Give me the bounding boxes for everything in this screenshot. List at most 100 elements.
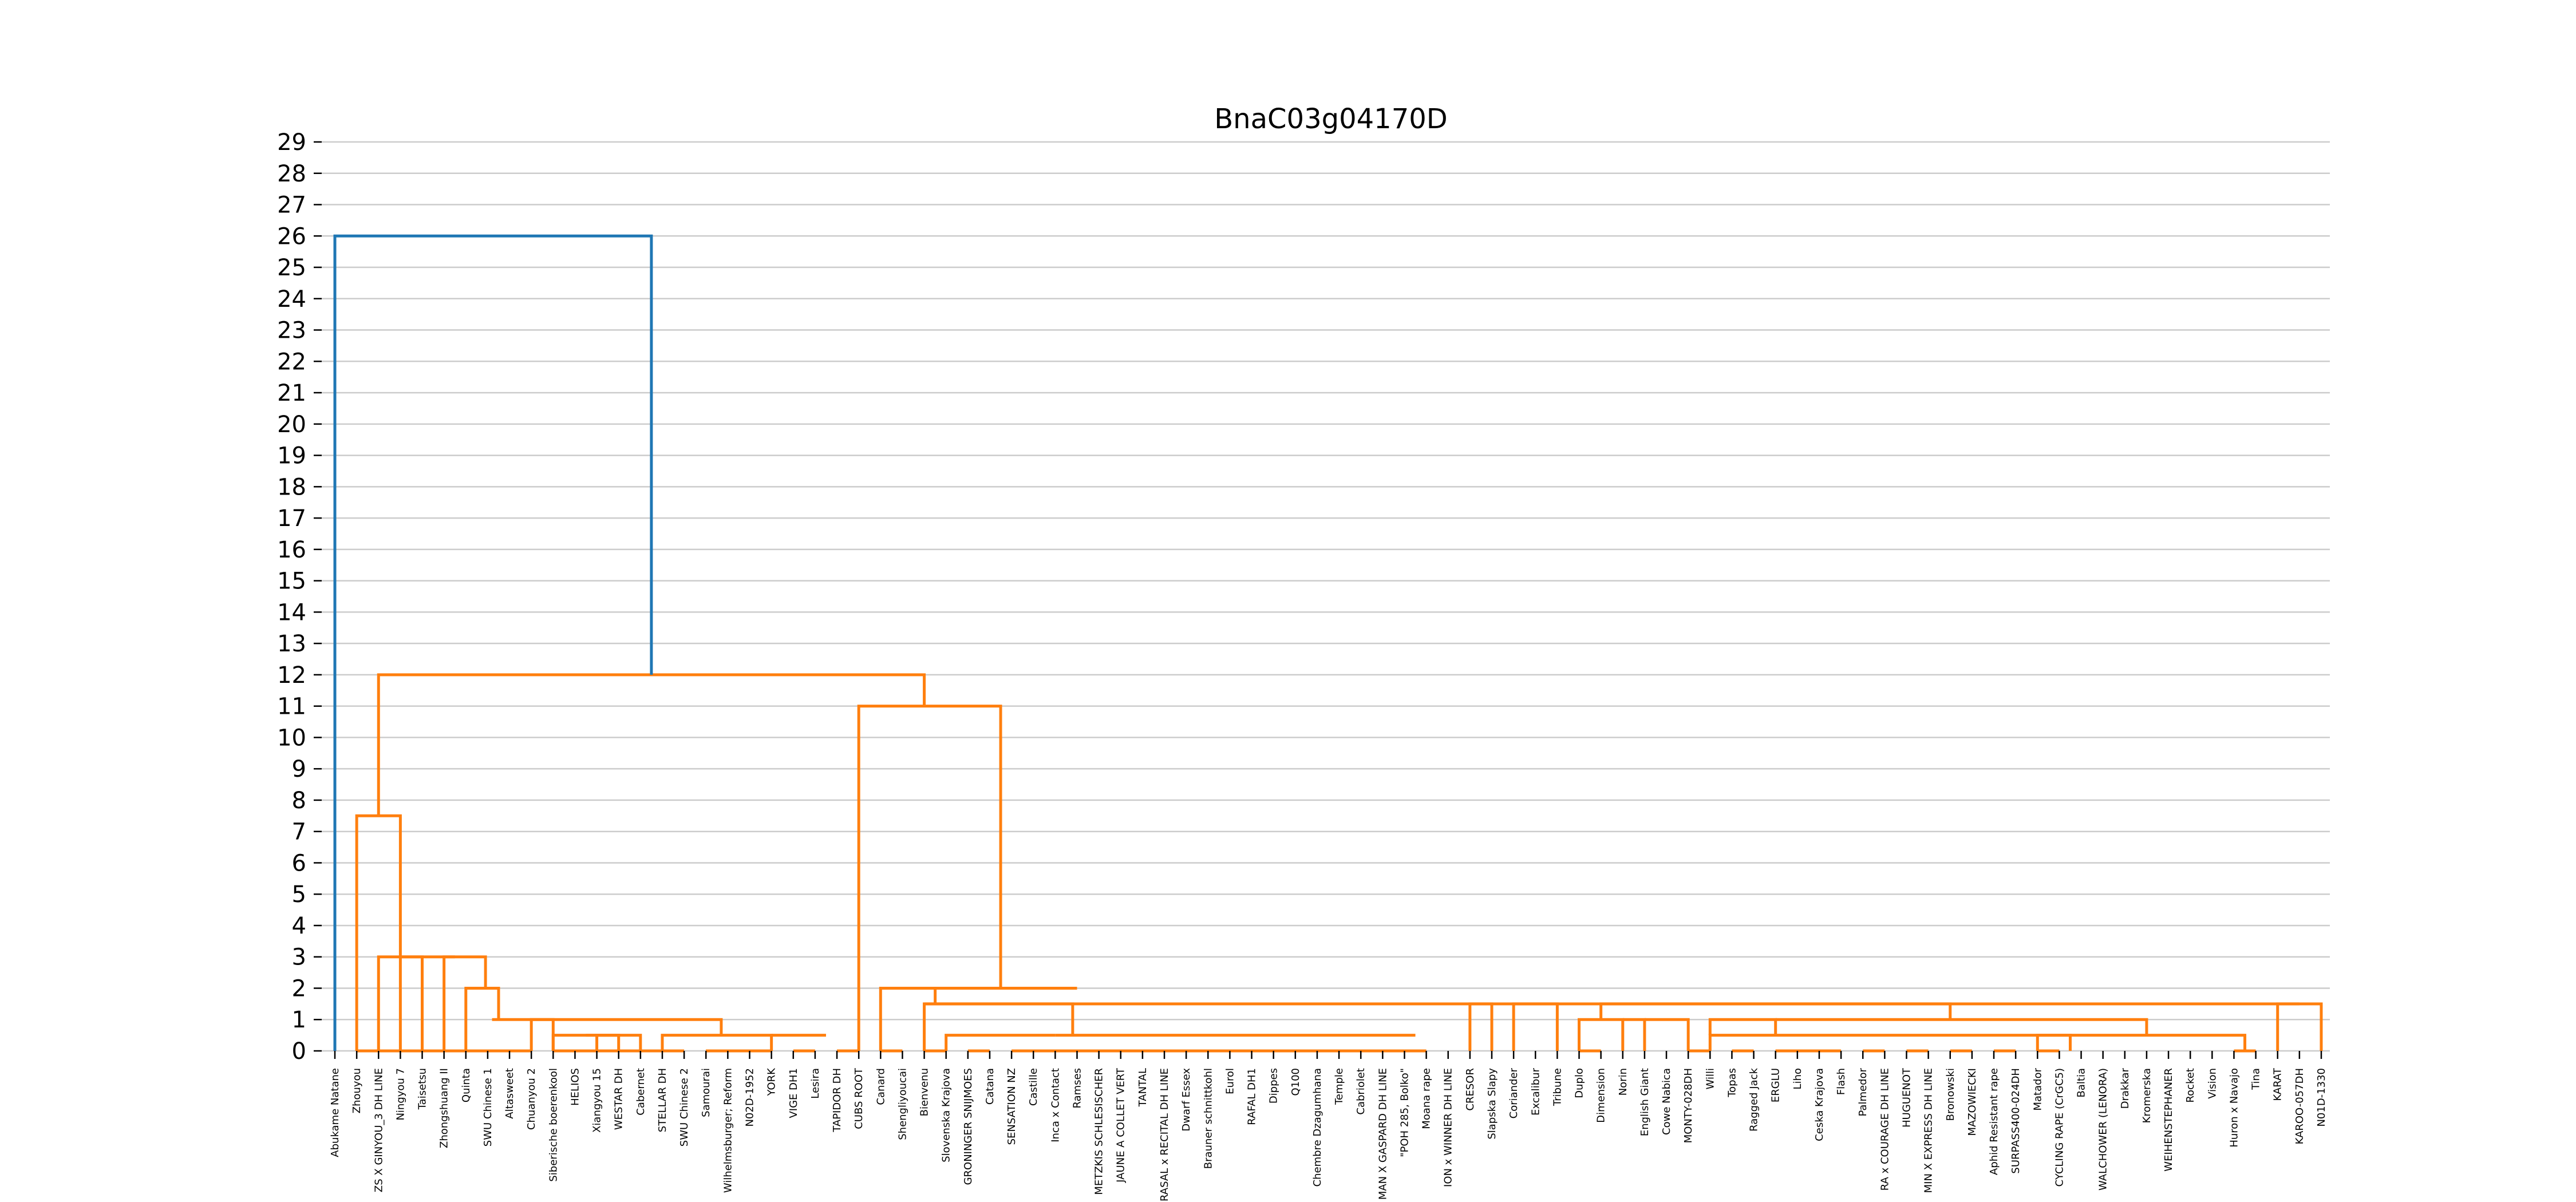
leaf-label: Aphid Resistant rape: [1988, 1068, 2000, 1175]
dendrogram-link: [464, 986, 500, 1051]
leaf-label: "POH 285, Bolko": [1398, 1068, 1411, 1157]
y-tick-label: 9: [292, 756, 306, 782]
leaf-label: RASAL x RECITAL DH LINE: [1159, 1068, 1171, 1201]
leaf-label: SWU Chinese 2: [678, 1068, 690, 1146]
leaf-label: WESTAR DH: [613, 1068, 625, 1130]
dendrogram-link: [2276, 1002, 2323, 1051]
leaf-label: Taisetsu: [417, 1068, 429, 1110]
leaf-label: Temple: [1333, 1068, 1345, 1105]
leaf-label: Cabriolet: [1355, 1068, 1367, 1115]
leaf-label: N01D-1330: [2316, 1068, 2328, 1127]
leaf-label: Catana: [984, 1068, 996, 1105]
dendrogram-link: [1578, 1018, 1625, 1051]
leaf-label: Dippes: [1268, 1068, 1280, 1104]
leaf-label: Dimension: [1595, 1068, 1607, 1123]
leaf-label: WALCHOWER (LENORA): [2097, 1068, 2109, 1191]
leaf-label: Topas: [1726, 1068, 1738, 1098]
leaf-label: Palmedor: [1857, 1067, 1869, 1116]
dendrogram-link: [1622, 1018, 1646, 1051]
leaf-label: Chuanyou 2: [526, 1068, 538, 1130]
y-tick-label: 6: [292, 850, 306, 876]
dendrogram-link: [1775, 1018, 2148, 1035]
leaf-label: Willi: [1704, 1068, 1716, 1089]
leaf-label: WEIHENSTEPHANER: [2163, 1068, 2175, 1172]
y-tick-label: 22: [277, 349, 306, 375]
leaf-label: Ningyou 7: [394, 1068, 406, 1121]
leaf-label: Baltia: [2076, 1068, 2088, 1097]
dendrogram-link: [1708, 1018, 1777, 1035]
leaf-label: CUBS ROOT: [853, 1067, 865, 1129]
leaf-label: Ceska Krajova: [1814, 1068, 1826, 1141]
dendrogram-link: [377, 955, 455, 1051]
y-tick-label: 16: [277, 537, 306, 563]
leaf-label: Flash: [1835, 1068, 1847, 1095]
leaf-label: Cowe Nabica: [1661, 1068, 1673, 1135]
dendrogram-links: [333, 234, 2323, 1053]
y-tick-label: 29: [277, 129, 306, 156]
dendrogram-link: [1644, 1018, 1690, 1051]
leaf-label: ERGLU: [1770, 1068, 1782, 1102]
y-tick-label: 28: [277, 161, 306, 187]
leaf-label: Zhongshuang II: [438, 1068, 451, 1148]
leaf-label: Brauner schnittkohl: [1202, 1068, 1214, 1169]
dendrogram-link: [1599, 1002, 1952, 1020]
dendrogram-link: [1708, 1034, 2072, 1051]
leaf-label: Wilhelmsburger; Reform: [722, 1068, 734, 1193]
leaf-label: Canard: [875, 1068, 887, 1105]
y-tick-label: 13: [277, 631, 306, 657]
leaf-label: Shengliyoucai: [896, 1068, 908, 1140]
dendrogram-link: [398, 955, 424, 1051]
leaf-label: TANTAL: [1137, 1068, 1149, 1107]
leaf-label: Zhouyou: [351, 1068, 363, 1113]
leaf-label: Kromerska: [2141, 1068, 2153, 1123]
leaf-label: Norin: [1617, 1068, 1629, 1096]
dendrogram-link: [661, 1034, 773, 1051]
chart-title: BnaC03g04170D: [1214, 103, 1447, 135]
leaf-label: RA x COURAGE DH LINE: [1879, 1068, 1891, 1191]
leaf-label: Altasweet: [504, 1068, 516, 1119]
leaf-label: Inca x Contact: [1049, 1068, 1061, 1142]
leaf-label: Ragged Jack: [1748, 1067, 1760, 1131]
leaf-label: KAROO-057DH: [2294, 1068, 2306, 1144]
dendrogram-link: [377, 673, 926, 816]
y-tick-label: 3: [292, 944, 306, 971]
y-tick-label: 25: [277, 255, 306, 281]
x-axis-leaf-labels: Abukame Natane Zhouyou ZS X GINYOU_3 DH LI…: [329, 1051, 2328, 1201]
leaf-label: Drakkar: [2119, 1067, 2131, 1109]
dendrogram-link: [492, 1018, 723, 1035]
leaf-label: Ramses: [1071, 1068, 1083, 1109]
dendrogram-link: [442, 955, 487, 1051]
leaf-label: VIGE DH1: [788, 1068, 800, 1118]
leaf-label: HELIOS: [569, 1068, 581, 1106]
y-tick-label: 10: [277, 725, 306, 751]
leaf-label: YORK: [766, 1067, 778, 1097]
y-tick-label: 5: [292, 881, 306, 908]
leaf-label: RAFAL DH1: [1246, 1068, 1258, 1125]
leaf-label: Siberische boerenkool: [547, 1068, 559, 1182]
leaf-label: HUGUENOT: [1901, 1067, 1913, 1128]
leaf-label: SWU Chinese 1: [482, 1068, 494, 1146]
leaf-label: Duplo: [1574, 1068, 1586, 1098]
y-tick-label: 8: [292, 788, 306, 814]
leaf-label: SURPASS400-024DH: [2010, 1068, 2022, 1174]
dendrogram-link: [857, 705, 1002, 1051]
leaf-label: Eurol: [1224, 1068, 1236, 1094]
leaf-label: Slapska Slapy: [1486, 1068, 1498, 1140]
leaf-label: Coriander: [1508, 1067, 1520, 1118]
y-tick-label: 27: [277, 192, 306, 219]
dendrogram-link: [2036, 1034, 2247, 1051]
leaf-label: Tina: [2250, 1068, 2262, 1090]
leaf-label: Abukame Natane: [329, 1068, 341, 1157]
leaf-label: SENSATION NZ: [1006, 1068, 1018, 1145]
leaf-label: N02D-1952: [744, 1068, 756, 1127]
y-tick-label: 18: [277, 474, 306, 500]
leaf-label: Slovenska Krajova: [941, 1068, 953, 1163]
y-tick-label: 21: [277, 380, 306, 406]
leaf-label: Samourai: [700, 1068, 712, 1117]
leaf-label: Dwarf Essex: [1180, 1068, 1192, 1132]
dendrogram-link: [530, 1018, 555, 1051]
y-gridlines: [318, 141, 2330, 1052]
leaf-label: ZS X GINYOU_3 DH LINE: [373, 1068, 385, 1192]
y-tick-label: 0: [292, 1038, 306, 1065]
